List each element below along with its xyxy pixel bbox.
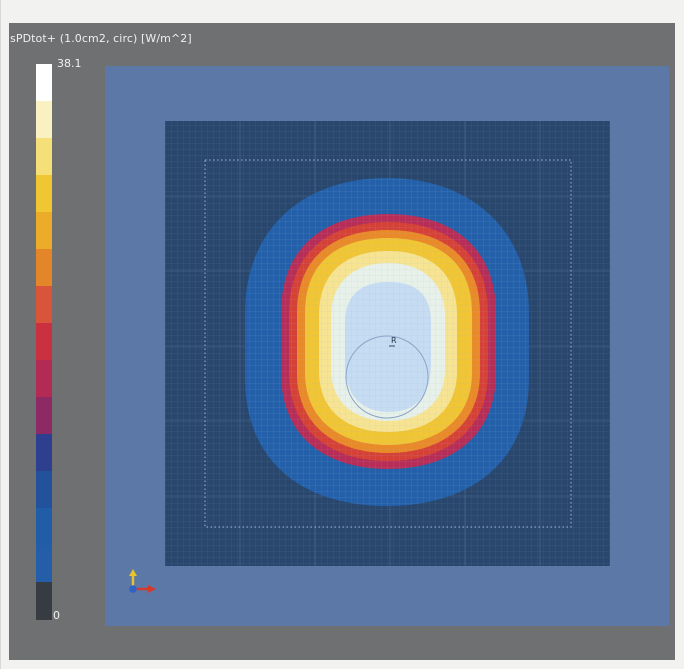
colorbar-segment bbox=[36, 471, 52, 509]
contour-fine-grid bbox=[245, 178, 529, 506]
colorbar-segment bbox=[36, 397, 52, 435]
axes-triad-icon bbox=[129, 569, 156, 593]
peak-marker: R bbox=[391, 336, 397, 345]
field-viewer-viewport[interactable]: R sPDtot+ (1.0cm2, circ) [W/m^2] 38.1 0 bbox=[9, 23, 675, 660]
averaging-area-circle bbox=[345, 335, 429, 419]
legend-colorbar bbox=[36, 64, 52, 620]
colorbar-segment bbox=[36, 212, 52, 250]
axis-z-dot bbox=[129, 585, 137, 593]
legend-min-value: 0 bbox=[53, 609, 60, 622]
axis-y-arrow-head bbox=[129, 569, 137, 576]
colorbar-segment bbox=[36, 286, 52, 324]
colorbar-segment bbox=[36, 545, 52, 583]
colorbar-segment bbox=[36, 582, 52, 620]
contour-map bbox=[245, 178, 529, 506]
axis-x-arrow-head bbox=[148, 585, 156, 593]
evaluation-boundary bbox=[204, 159, 572, 528]
field-distribution-plot[interactable]: R bbox=[9, 23, 675, 660]
colorbar-segment bbox=[36, 138, 52, 176]
colorbar-segment bbox=[36, 175, 52, 213]
colorbar-segment bbox=[36, 323, 52, 361]
colorbar-segment bbox=[36, 508, 52, 546]
colorbar-segment bbox=[36, 64, 52, 102]
colorbar-segment bbox=[36, 249, 52, 287]
legend-max-value: 38.1 bbox=[57, 57, 82, 70]
colorbar-segment bbox=[36, 360, 52, 398]
colorbar-segment bbox=[36, 101, 52, 139]
colorbar-segment bbox=[36, 434, 52, 472]
legend-title: sPDtot+ (1.0cm2, circ) [W/m^2] bbox=[10, 32, 192, 45]
